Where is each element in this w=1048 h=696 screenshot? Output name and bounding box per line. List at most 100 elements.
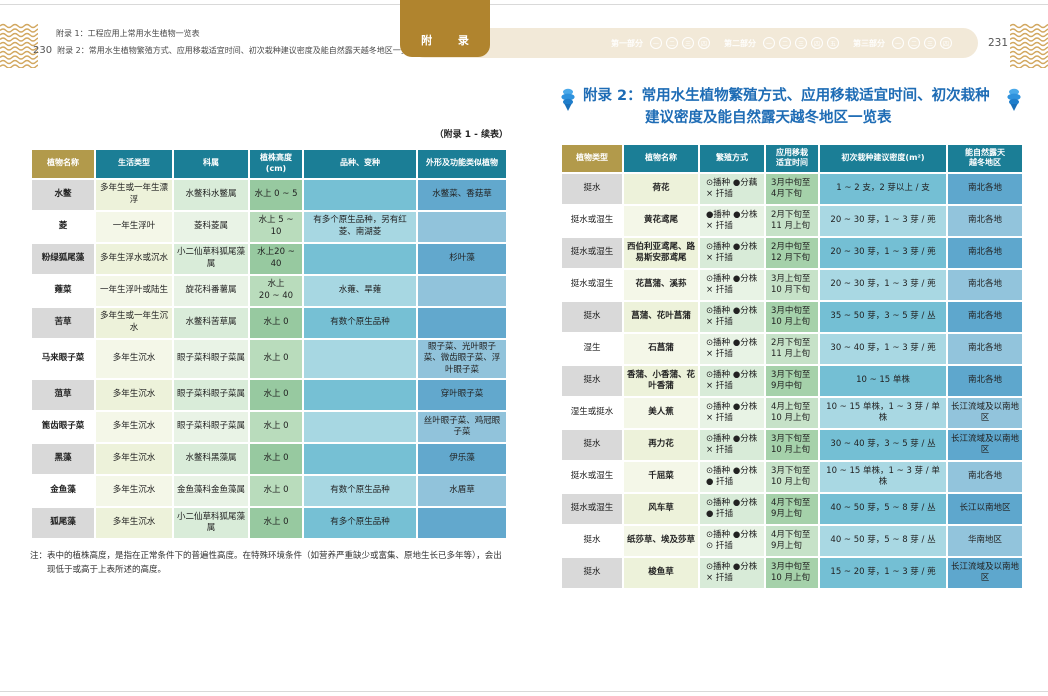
cell-plant-type: 挺水 (562, 430, 622, 461)
table-row: 挺水 梭鱼草 ⊙播种 ●分株 × 扦插 3月中旬至 10 月上旬 15 ~ 20… (562, 558, 1022, 589)
table-row: 挺水或湿生 黄花鸢尾 ●播种 ●分株 × 扦插 2月下旬至 11 月上旬 20 … (562, 206, 1022, 237)
cell-varieties (304, 380, 416, 410)
cell-overwinter-region: 长江流域及以南地区 (948, 430, 1022, 461)
cell-propagation: ⊙播种 ●分株 ● 扦插 (700, 462, 764, 493)
cell-plant-type: 挺水 (562, 174, 622, 205)
cell-propagation: ⊙播种 ●分株 × 扦插 (700, 398, 764, 429)
table-row: 篦齿眼子菜 多年生沉水 眼子菜科眼子菜属 水上 0 丝叶眼子菜、鸡冠眼子菜 (32, 412, 506, 442)
cell-plant-height: 水上 0 (250, 339, 302, 378)
cell-propagation: ⊙播种 ●分株 × 扦插 (700, 334, 764, 365)
appendix2-title-prefix: 附录 2： (583, 88, 642, 104)
cell-plant-type: 挺水或湿生 (562, 462, 622, 493)
table-row: 湿生或挺水 美人蕉 ⊙播种 ●分株 × 扦插 4月上旬至 10 月上旬 10 ~… (562, 398, 1022, 429)
cell-propagation: ⊙播种 ●分株 ⊙ 扦插 (700, 526, 764, 557)
cell-varieties: 有数个原生品种 (304, 307, 416, 338)
table-row: 金鱼藻 多年生沉水 金鱼藻科金鱼藻属 水上 0 有数个原生品种 水盾草 (32, 476, 506, 506)
cell-overwinter-region: 南北各地 (948, 462, 1022, 493)
cell-plant-name: 香蒲、小香蒲、花叶香蒲 (624, 366, 698, 397)
appendix-tab-label: 附 录 (421, 34, 480, 47)
cell-plant-type: 挺水或湿生 (562, 238, 622, 269)
appendix2-title-row: 附录 2：常用水生植物繁殖方式、应用移栽适宜时间、初次栽种建议密度及能自然露天越… (560, 86, 1022, 130)
cell-plant-name: 菖蒲、花叶菖蒲 (624, 302, 698, 333)
cell-propagation: ⊙播种 ●分株 × 扦插 (700, 366, 764, 397)
cell-plant-type: 湿生 (562, 334, 622, 365)
cell-similar-plants: 丝叶眼子菜、鸡冠眼子菜 (418, 412, 506, 442)
table-row: 蕹菜 一年生浮叶或陆生 旋花科番薯属 水上 20 ~ 40 水蕹、旱蕹 (32, 275, 506, 306)
cell-plant-type: 挺水 (562, 526, 622, 557)
cell-density: 30 ~ 40 芽，1 ~ 3 芽 / 蔸 (820, 334, 946, 365)
col-header-transplant-time: 应用移栽 适宜时间 (766, 144, 818, 173)
cell-plant-name: 菱 (32, 211, 94, 242)
cell-overwinter-region: 长江流域及以南地区 (948, 558, 1022, 589)
cell-plant-height: 水上 0 ~ 5 (250, 179, 302, 210)
cell-transplant-time: 3月下旬至 10 月上旬 (766, 430, 818, 461)
continuation-label: （附录 1 - 续表） (434, 130, 508, 140)
cell-similar-plants (418, 508, 506, 538)
nav-section-label: 第三部分 (853, 38, 885, 48)
appendix-corner-tab: 附 录 (400, 0, 490, 57)
col-header-plant-type: 植物类型 (562, 144, 622, 173)
cell-density: 30 ~ 40 芽，3 ~ 5 芽 / 丛 (820, 430, 946, 461)
cell-plant-type: 挺水或湿生 (562, 270, 622, 301)
cell-plant-height: 水上 20 ~ 40 (250, 275, 302, 306)
cell-life-type: 多年生或一年生漂浮 (96, 179, 172, 210)
cell-plant-name: 花菖蒲、溪荪 (624, 270, 698, 301)
cell-density: 20 ~ 30 芽，1 ~ 3 芽 / 蔸 (820, 270, 946, 301)
cell-similar-plants (418, 275, 506, 306)
col-header-plant-name: 植物名称 (624, 144, 698, 173)
cell-life-type: 多年生沉水 (96, 508, 172, 538)
table-row: 湿生 石菖蒲 ⊙播种 ●分株 × 扦插 2月下旬至 11 月上旬 30 ~ 40… (562, 334, 1022, 365)
cell-similar-plants: 杉叶藻 (418, 243, 506, 274)
appendix2-title: 附录 2：常用水生植物繁殖方式、应用移栽适宜时间、初次栽种建议密度及能自然露天越… (583, 86, 999, 130)
cell-propagation: ●播种 ●分株 × 扦插 (700, 206, 764, 237)
cell-plant-type: 挺水或湿生 (562, 494, 622, 525)
cell-family-genus: 水鳖科黑藻属 (174, 444, 248, 474)
nav-chapter-dot: 三 (682, 37, 694, 49)
cell-life-type: 多年生沉水 (96, 476, 172, 506)
page-top-edge (0, 4, 1048, 5)
nav-chapter-dot: 二 (779, 37, 791, 49)
cell-varieties (304, 444, 416, 474)
left-page-number: 230 (33, 45, 53, 57)
cell-plant-name: 石菖蒲 (624, 334, 698, 365)
col-header-life-type: 生活类型 (96, 150, 172, 178)
cell-transplant-time: 2月下旬至 11 月上旬 (766, 334, 818, 365)
cell-plant-type: 湿生或挺水 (562, 398, 622, 429)
cell-plant-height: 水上 0 (250, 307, 302, 338)
nav-chapter-dot: 三 (795, 37, 807, 49)
cell-plant-name: 金鱼藻 (32, 476, 94, 506)
nav-chapter-dot: 四 (940, 37, 952, 49)
appendix2-table: 植物类型 植物名称 繁殖方式 应用移栽 适宜时间 初次栽种建议密度(m²) 能自… (560, 143, 1024, 591)
table-footnote: 注：表中的植株高度，是指在正常条件下的普遍性高度。在特殊环境条件（如营养严重缺少… (30, 551, 502, 576)
cell-family-genus: 水鳖科苦草属 (174, 307, 248, 338)
left-page: 植物名称 生活类型 科属 植株高度(cm) 品种、变种 外形及功能类似植物 水鳖… (30, 148, 508, 577)
nav-chapter-dot: 四 (698, 37, 710, 49)
cell-plant-name: 马来眼子菜 (32, 339, 94, 378)
cell-varieties: 有多个原生品种 (304, 508, 416, 538)
nav-chapter-dot: 四 (811, 37, 823, 49)
table-row: 菹草 多年生沉水 眼子菜科眼子菜属 水上 0 穿叶眼子菜 (32, 380, 506, 410)
cell-similar-plants (418, 211, 506, 242)
cell-density: 10 ~ 15 单株，1 ~ 3 芽 / 单株 (820, 398, 946, 429)
table-row: 挺水 再力花 ⊙播种 ●分株 × 扦插 3月下旬至 10 月上旬 30 ~ 40… (562, 430, 1022, 461)
cell-plant-name: 菹草 (32, 380, 94, 410)
cell-transplant-time: 3月中旬至 10 月上旬 (766, 302, 818, 333)
cell-transplant-time: 3月下旬至 9月中旬 (766, 366, 818, 397)
cell-overwinter-region: 南北各地 (948, 270, 1022, 301)
table-row: 苦草 多年生或一年生沉水 水鳖科苦草属 水上 0 有数个原生品种 (32, 307, 506, 338)
cell-overwinter-region: 南北各地 (948, 334, 1022, 365)
cell-life-type: 多年生沉水 (96, 380, 172, 410)
cell-overwinter-region: 长江以南地区 (948, 494, 1022, 525)
cell-plant-type: 挺水 (562, 366, 622, 397)
nav-section-label: 第二部分 (724, 38, 756, 48)
cell-plant-type: 挺水 (562, 302, 622, 333)
cell-similar-plants: 穿叶眼子菜 (418, 380, 506, 410)
nav-chapter-dot: 一 (892, 37, 904, 49)
cell-family-genus: 菱科菱属 (174, 211, 248, 242)
cell-plant-name: 千屈菜 (624, 462, 698, 493)
cell-family-genus: 眼子菜科眼子菜属 (174, 339, 248, 378)
cell-family-genus: 眼子菜科眼子菜属 (174, 380, 248, 410)
table-row: 挺水 荷花 ⊙播种 ●分藕 × 扦插 3月中旬至 4月下旬 1 ~ 2 支，2 … (562, 174, 1022, 205)
cell-life-type: 多年生沉水 (96, 412, 172, 442)
cell-varieties (304, 412, 416, 442)
